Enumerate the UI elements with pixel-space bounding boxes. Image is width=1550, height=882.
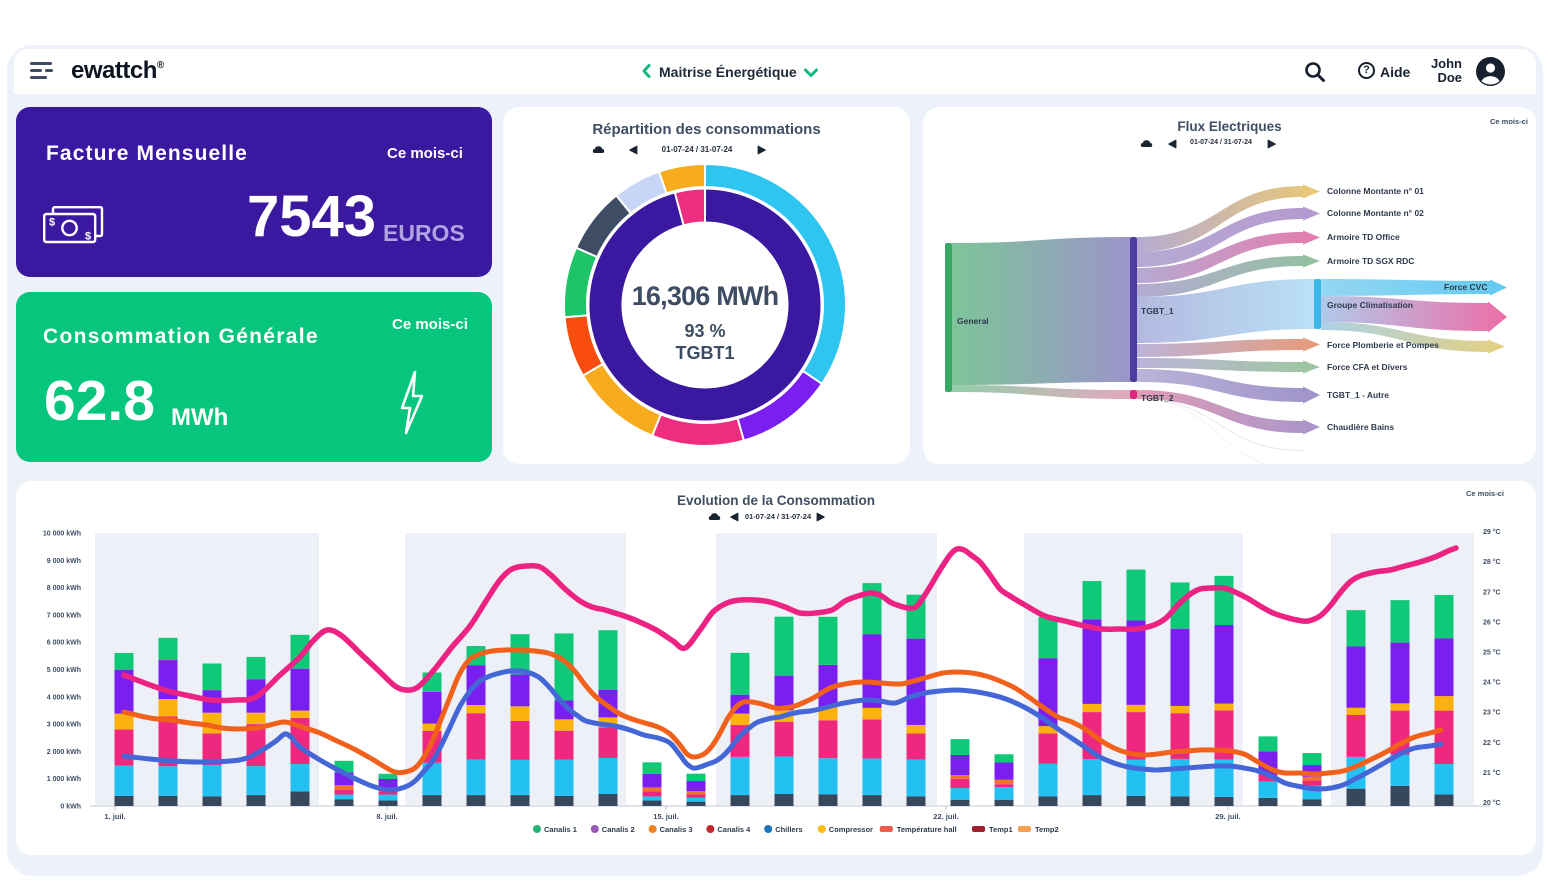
svg-text:Canalis 3: Canalis 3	[660, 825, 693, 834]
svg-text:2 000 kWh: 2 000 kWh	[47, 749, 81, 756]
svg-text:7 000 kWh: 7 000 kWh	[47, 612, 81, 619]
svg-text:Compressor: Compressor	[829, 825, 873, 834]
svg-text:10 000 kWh: 10 000 kWh	[43, 531, 81, 538]
svg-text:22. juil.: 22. juil.	[933, 812, 958, 821]
svg-text:0 kWh: 0 kWh	[60, 804, 81, 811]
svg-text:29 °C: 29 °C	[1483, 528, 1501, 536]
svg-text:22 °C: 22 °C	[1483, 739, 1501, 747]
svg-text:28 °C: 28 °C	[1483, 558, 1501, 566]
svg-text:8 000 kWh: 8 000 kWh	[47, 585, 81, 592]
svg-text:5 000 kWh: 5 000 kWh	[47, 667, 81, 674]
svg-text:27 °C: 27 °C	[1483, 588, 1501, 596]
svg-text:TGBT_2: TGBT_2	[1141, 393, 1174, 403]
svg-text:TGBT_1: TGBT_1	[1141, 306, 1174, 316]
svg-text:20 °C: 20 °C	[1483, 799, 1501, 807]
svg-text:Canalis 4: Canalis 4	[717, 825, 751, 834]
svg-text:Temp2: Temp2	[1035, 825, 1059, 834]
svg-text:Armoire TD Office: Armoire TD Office	[1327, 232, 1400, 242]
svg-text:General: General	[957, 316, 989, 326]
svg-text:Température hall: Température hall	[897, 825, 957, 834]
svg-text:Force CFA et Divers: Force CFA et Divers	[1327, 362, 1408, 372]
svg-text:Force Plomberie et Pompes: Force Plomberie et Pompes	[1327, 340, 1439, 350]
svg-text:26 °C: 26 °C	[1483, 618, 1501, 626]
svg-text:Temp1: Temp1	[989, 825, 1013, 834]
svg-text:15. juil.: 15. juil.	[653, 812, 678, 821]
svg-text:4 000 kWh: 4 000 kWh	[47, 694, 81, 701]
svg-text:29. juil.: 29. juil.	[1215, 812, 1240, 821]
svg-text:Canalis 1: Canalis 1	[544, 825, 577, 834]
svg-text:Armoire TD SGX RDC: Armoire TD SGX RDC	[1327, 256, 1414, 266]
svg-text:21 °C: 21 °C	[1483, 769, 1501, 777]
svg-text:TGBT_1 - Autre: TGBT_1 - Autre	[1327, 390, 1389, 400]
svg-text:9 000 kWh: 9 000 kWh	[47, 558, 81, 565]
svg-text:Canalis 2: Canalis 2	[602, 825, 635, 834]
svg-text:1. juil.: 1. juil.	[104, 812, 125, 821]
svg-text:$: $	[85, 231, 91, 243]
svg-text:25 °C: 25 °C	[1483, 649, 1501, 657]
svg-text:24 °C: 24 °C	[1483, 679, 1501, 687]
svg-text:Chillers: Chillers	[775, 825, 803, 834]
svg-text:Groupe Climatisation: Groupe Climatisation	[1327, 300, 1413, 310]
svg-text:Force CVC: Force CVC	[1444, 282, 1487, 292]
svg-text:23 °C: 23 °C	[1483, 709, 1501, 717]
svg-text:Colonne Montante n° 02: Colonne Montante n° 02	[1327, 208, 1424, 218]
svg-text:Colonne Montante n° 01: Colonne Montante n° 01	[1327, 186, 1424, 196]
svg-text:Chaudière Bains: Chaudière Bains	[1327, 422, 1394, 432]
svg-text:3 000 kWh: 3 000 kWh	[47, 722, 81, 729]
svg-text:6 000 kWh: 6 000 kWh	[47, 640, 81, 647]
svg-text:$: $	[49, 217, 55, 229]
svg-text:1 000 kWh: 1 000 kWh	[47, 776, 81, 783]
svg-text:8. juil.: 8. juil.	[376, 812, 397, 821]
